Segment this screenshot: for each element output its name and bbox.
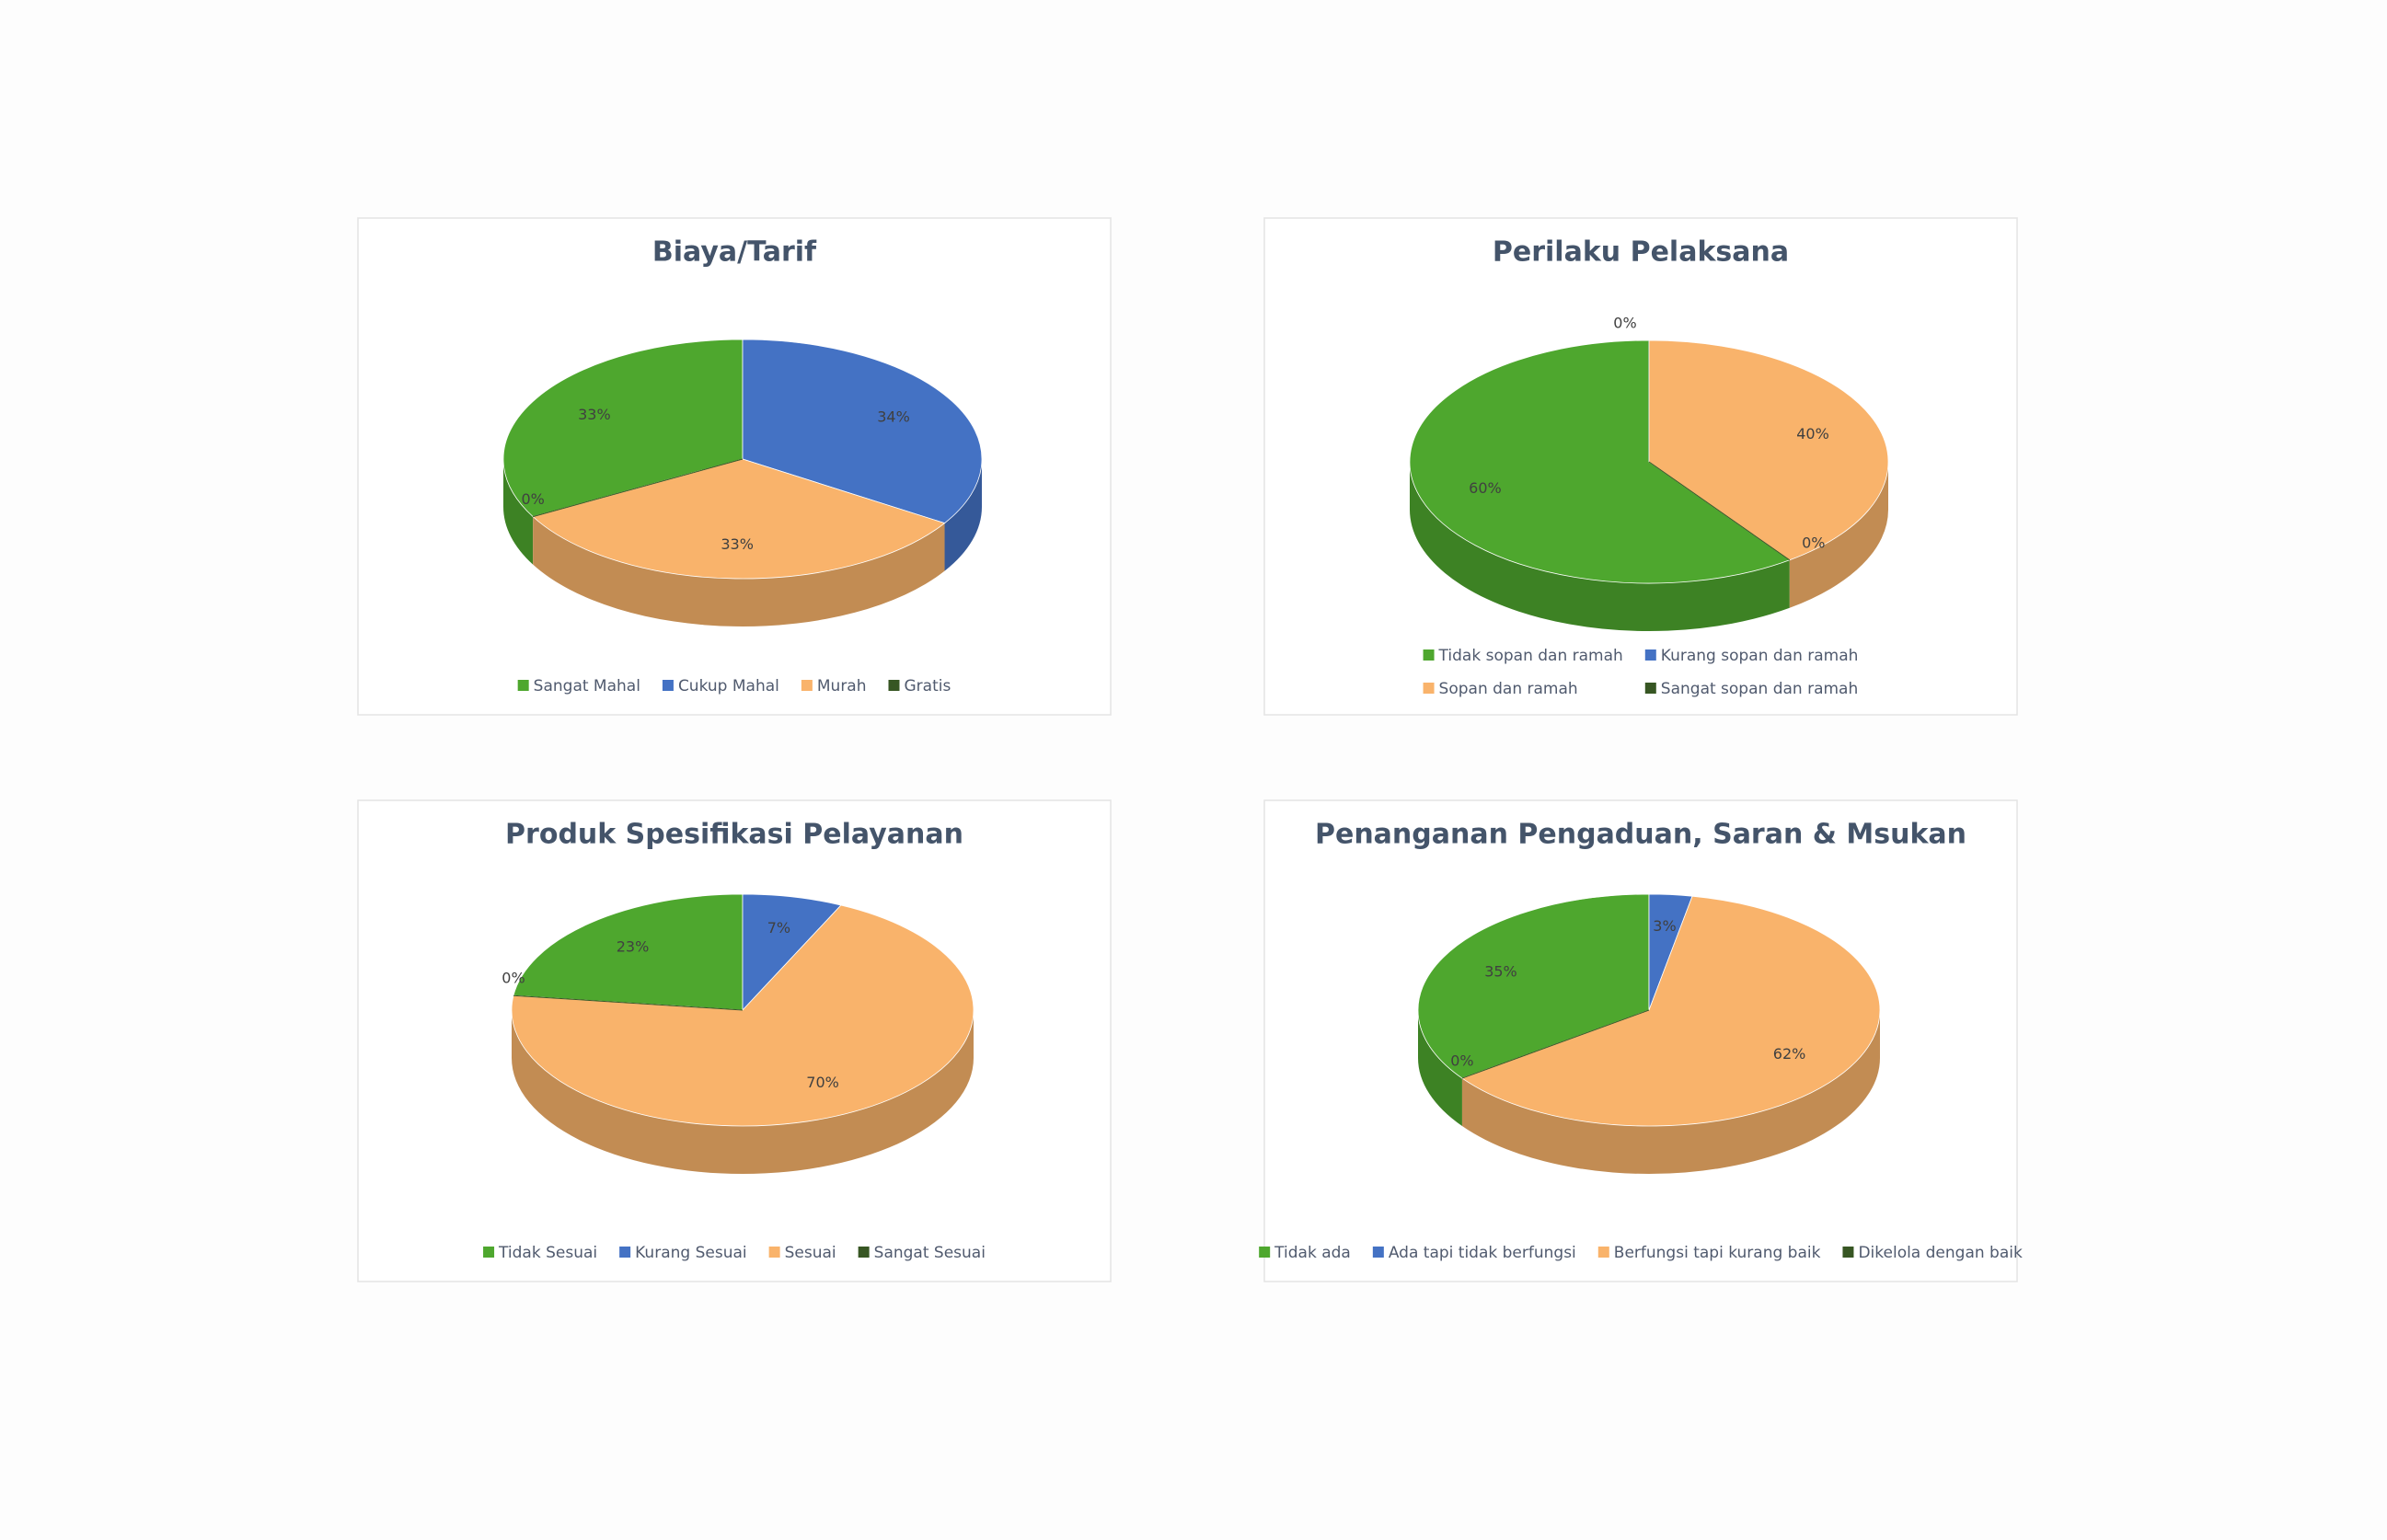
legend-item: Kurang Sesuai [619, 1244, 747, 1262]
chart: Penanganan Pengaduan, Saran & Msukan 35% 3… [1259, 799, 2023, 1282]
legend-label: Tidak sopan dan ramah [1438, 647, 1623, 665]
legend-item: Sangat sopan dan ramah [1644, 680, 1858, 698]
slice [513, 893, 744, 1011]
slice [1461, 895, 1881, 1127]
legend-label: Dikelola dengan baik [1858, 1244, 2023, 1262]
data-label: 0% [502, 970, 525, 987]
legend-item: Gratis [888, 677, 951, 695]
legend-label: Sopan dan ramah [1439, 680, 1578, 698]
data-label: 23% [617, 937, 650, 955]
legend-label: Kurang Sesuai [635, 1244, 746, 1262]
data-label: 0% [1450, 1052, 1473, 1070]
legend-label: Murah [817, 677, 867, 695]
slice [1409, 339, 1791, 584]
legend-swatch [619, 1247, 631, 1258]
chart-title: Perilaku Pelaksana [1493, 236, 1789, 269]
legend-item: Sangat Mahal [517, 677, 640, 695]
slice-side [944, 459, 982, 571]
legend-swatch [888, 680, 900, 691]
data-label: 0% [1613, 315, 1636, 332]
data-label: 0% [521, 490, 544, 508]
chart-title: Penanganan Pengaduan, Saran & Msukan [1315, 819, 1966, 851]
chart-title: Produk Spesifikasi Pelayanan [505, 819, 963, 851]
legend-item: Cukup Mahal [662, 677, 779, 695]
legend-label: Tidak Sesuai [498, 1244, 597, 1262]
chart-title: Biaya/Tarif [652, 236, 817, 269]
slice [1417, 893, 1650, 1079]
slice [1461, 1009, 1650, 1079]
data-label: 40% [1796, 425, 1829, 442]
legend-item: Tidak sopan dan ramah [1423, 647, 1623, 665]
slice [502, 339, 744, 518]
legend-label: Gratis [905, 677, 951, 695]
slice [742, 893, 842, 1012]
slice [742, 339, 983, 524]
legend-label: Sesuai [785, 1244, 836, 1262]
legend-label: Tidak ada [1274, 1244, 1351, 1262]
legend-label: Sangat sopan dan ramah [1661, 680, 1858, 698]
slice [1648, 339, 1889, 561]
legend-swatch [801, 680, 813, 691]
legend-item: Berfungsi tapi kurang baik [1597, 1244, 1821, 1262]
slice-side [1410, 462, 1790, 631]
slice-side [512, 1010, 974, 1174]
data-label: 35% [1484, 962, 1517, 980]
slice-side [1789, 462, 1888, 608]
legend-label: Berfungsi tapi kurang baik [1614, 1244, 1821, 1262]
chart: Perilaku Pelaksana 60% 0% 40% 0% Tidak sopan … [1263, 217, 2018, 716]
legend-swatch [1372, 1247, 1384, 1258]
data-label: 3% [1653, 917, 1676, 935]
slice-side [533, 516, 945, 626]
legend-swatch [1597, 1247, 1609, 1258]
slice [511, 904, 974, 1127]
slice [1648, 461, 1791, 561]
chart: Produk Spesifikasi Pelayanan 23% 7% 70% 0% Ti… [357, 799, 1112, 1282]
legend-swatch [1259, 1247, 1271, 1258]
legend-item: Sopan dan ramah [1423, 680, 1578, 698]
legend-swatch [662, 680, 674, 691]
legend-swatch [768, 1247, 780, 1258]
data-label: 33% [578, 406, 611, 423]
legend-label: Sangat Mahal [534, 677, 640, 695]
legend-label: Ada tapi tidak berfungsi [1389, 1244, 1576, 1262]
legend-swatch [483, 1247, 495, 1258]
legend-swatch [1423, 683, 1435, 694]
data-label: 62% [1773, 1045, 1806, 1063]
data-label: 0% [1802, 534, 1825, 551]
chart: Biaya/Tarif 33% 34% 33% 0% Sangat Mahal Cukup … [357, 217, 1112, 716]
legend-label: Kurang sopan dan ramah [1661, 647, 1859, 665]
slice-side [1418, 1010, 1462, 1127]
legend-item: Dikelola dengan baik [1842, 1244, 2023, 1262]
data-label: 70% [806, 1074, 839, 1091]
legend-item: Kurang sopan dan ramah [1644, 647, 1859, 665]
legend-item: Tidak ada [1259, 1244, 1351, 1262]
slice-side [503, 459, 534, 565]
legend-swatch [1842, 1247, 1854, 1258]
legend-swatch [1644, 683, 1656, 694]
legend-item: Tidak Sesuai [483, 1244, 597, 1262]
legend-swatch [517, 680, 529, 691]
data-label: 33% [721, 535, 754, 553]
data-label: 34% [877, 408, 910, 425]
legend-item: Murah [801, 677, 867, 695]
legend-item: Sangat Sesuai [858, 1244, 986, 1262]
data-label: 7% [767, 919, 790, 937]
slice [532, 458, 946, 580]
legend-label: Sangat Sesuai [874, 1244, 986, 1262]
data-label: 60% [1469, 479, 1502, 497]
slice-side [1461, 1010, 1880, 1174]
legend-swatch [858, 1247, 870, 1258]
legend-swatch [1644, 649, 1656, 661]
legend-item: Sesuai [768, 1244, 836, 1262]
legend-swatch [1423, 649, 1435, 661]
legend-item: Ada tapi tidak berfungsi [1372, 1244, 1576, 1262]
legend-label: Cukup Mahal [678, 677, 779, 695]
